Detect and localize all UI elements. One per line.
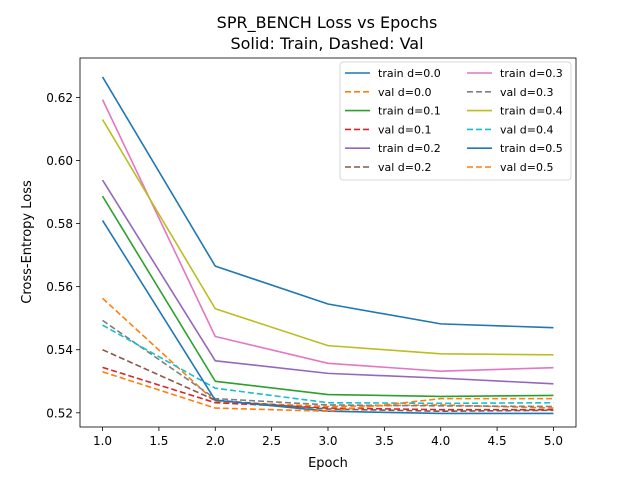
legend-label: val d=0.3	[500, 86, 554, 99]
y-tick-label: 0.54	[46, 343, 73, 357]
legend-label: train d=0.1	[378, 105, 441, 118]
y-axis-ticks: 0.52 0.54 0.56 0.58 0.60 0.62	[46, 91, 80, 420]
series-line-train-d-0-2	[101, 179, 554, 385]
series-line-train-d-0-0	[101, 76, 554, 329]
series-line-train-d-0-5	[101, 219, 554, 415]
x-axis-label: Epoch	[308, 456, 348, 471]
y-tick-label: 0.62	[46, 91, 73, 105]
chart-subtitle: Solid: Train, Dashed: Val	[230, 34, 423, 53]
series-line-val-d-0-3	[102, 319, 554, 408]
legend-label: train d=0.0	[378, 67, 441, 80]
series-line-train-d-0-4	[101, 119, 554, 356]
legend-label: val d=0.1	[378, 123, 432, 136]
series-line-val-d-0-2	[102, 348, 554, 413]
x-tick-label: 4.0	[431, 434, 450, 448]
x-tick-label: 2.5	[262, 434, 281, 448]
legend-label: val d=0.2	[378, 161, 432, 174]
series-line-val-d-0-5	[102, 371, 554, 413]
legend-label: train d=0.4	[500, 105, 563, 118]
y-tick-label: 0.52	[46, 406, 73, 420]
series-line-val-d-0-4	[102, 324, 554, 405]
series-line-val-d-0-1	[102, 366, 554, 411]
legend-label: train d=0.3	[500, 67, 563, 80]
x-tick-label: 2.0	[206, 434, 225, 448]
legend-label: val d=0.0	[378, 86, 432, 99]
series-line-val-d-0-0	[102, 297, 554, 409]
x-tick-label: 3.0	[318, 434, 337, 448]
legend-label: train d=0.5	[500, 142, 563, 155]
chart-title: SPR_BENCH Loss vs Epochs	[217, 13, 438, 33]
x-tick-label: 5.0	[544, 434, 563, 448]
y-tick-label: 0.58	[46, 217, 73, 231]
x-tick-label: 1.5	[149, 434, 168, 448]
y-tick-label: 0.56	[46, 280, 73, 294]
series-line-train-d-0-1	[101, 195, 554, 398]
x-tick-label: 3.5	[375, 434, 394, 448]
x-axis-ticks: 1.0 1.5 2.0 2.5 3.0 3.5 4.0 4.5 5.0	[93, 427, 563, 448]
legend-label: train d=0.2	[378, 142, 441, 155]
y-axis-label: Cross-Entropy Loss	[20, 180, 35, 304]
y-tick-label: 0.60	[46, 154, 73, 168]
x-tick-label: 4.5	[488, 434, 507, 448]
legend-label: val d=0.5	[500, 161, 554, 174]
legend-label: val d=0.4	[500, 123, 554, 136]
x-tick-label: 1.0	[93, 434, 112, 448]
series-line-train-d-0-3	[101, 99, 554, 372]
legend-box	[339, 61, 572, 181]
plot-area	[101, 76, 554, 415]
legend: train d=0.0 val d=0.0 train d=0.1 val d=0.1…	[339, 61, 572, 181]
